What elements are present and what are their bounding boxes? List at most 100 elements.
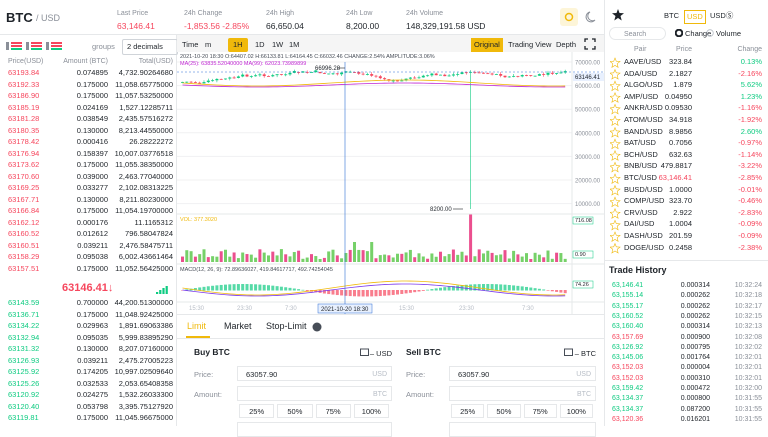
ask-cell: 2,476.58475711 <box>119 240 173 250</box>
volume-bar <box>374 258 378 262</box>
volume-bar <box>305 257 309 262</box>
price-input[interactable] <box>237 366 392 381</box>
macd-bar <box>494 284 498 291</box>
pair[interactable]: ANKR/USD <box>624 103 663 113</box>
percent-button[interactable] <box>523 404 557 418</box>
percent-button[interactable] <box>451 404 485 418</box>
pair[interactable]: ALGO/USD <box>624 80 663 90</box>
amount-input[interactable] <box>237 386 392 401</box>
pair[interactable]: DAI/USD <box>624 219 655 229</box>
pair[interactable]: ATOM/USD <box>624 115 663 124</box>
star <box>610 68 621 80</box>
pair-price: 1.0000 <box>669 184 692 194</box>
order-tab[interactable]: Limit <box>187 321 207 331</box>
interval-active[interactable]: 1H <box>228 38 248 52</box>
pair-change: -2.85% <box>738 173 762 182</box>
pair[interactable]: BNB/USD <box>624 161 658 171</box>
search-box[interactable] <box>609 27 666 40</box>
bid-cell: 2,475.27005223 <box>118 355 173 365</box>
pair[interactable]: BAT/USD <box>624 138 656 148</box>
wallet <box>564 348 573 356</box>
percent-button[interactable] <box>239 404 275 418</box>
candle-body <box>383 78 387 80</box>
ask-cell: 0.038549 <box>76 114 108 123</box>
ask-cell: 63186.90 <box>8 91 40 100</box>
pair-price: 201.59 <box>669 231 692 240</box>
candle-body <box>322 73 326 74</box>
pair[interactable]: DOGE/USD <box>624 242 665 252</box>
macd-bar <box>193 288 197 291</box>
interval[interactable]: 1W <box>272 40 284 49</box>
macd-bar <box>550 290 554 292</box>
amount-input[interactable] <box>449 386 596 401</box>
pair[interactable]: COMP/USD <box>624 196 665 206</box>
star <box>610 173 621 185</box>
candle-body <box>421 75 425 78</box>
icon-side <box>6 42 9 50</box>
candle-body <box>520 75 524 77</box>
macd-bar <box>185 289 189 291</box>
pair[interactable]: DASH/USD <box>624 231 663 240</box>
view-tab[interactable]: Depth <box>556 40 577 49</box>
candle-body <box>245 74 249 77</box>
order-tab[interactable]: Market <box>224 321 252 331</box>
quote-tab[interactable]: USD <box>684 10 706 24</box>
pair-change: -1.16% <box>738 103 762 113</box>
pair[interactable]: BCH/USD <box>624 149 658 159</box>
star <box>610 80 621 92</box>
pair-price: 1.879 <box>673 80 692 90</box>
macd-bar <box>254 284 258 291</box>
volume-bar <box>314 256 318 262</box>
percent-button[interactable] <box>487 404 521 418</box>
percent-label: 100% <box>566 407 586 416</box>
percent-button[interactable] <box>315 404 351 418</box>
candle-body <box>310 72 313 73</box>
time-label: Time <box>182 40 199 49</box>
pair[interactable]: BAND/USD <box>624 126 663 136</box>
candle-body <box>439 74 442 76</box>
price-input[interactable] <box>449 366 596 381</box>
percent-button[interactable] <box>277 404 313 418</box>
candle-body <box>408 77 412 79</box>
quote-tab[interactable]: BTC <box>664 11 679 20</box>
view-tab[interactable]: Trading View <box>508 40 552 49</box>
time-axis-label: 15:30 <box>189 306 205 312</box>
ask-cell: 0.175000 <box>76 79 108 89</box>
total-input[interactable] <box>237 422 392 437</box>
macd-bar <box>361 290 365 297</box>
pair[interactable]: ADA/USD <box>624 68 658 78</box>
pair[interactable]: BTC/USD <box>624 173 657 182</box>
trade-price: 63,155.14 <box>612 292 644 300</box>
sort-option[interactable]: Volume <box>716 29 742 38</box>
star <box>612 9 624 21</box>
signal-icon <box>156 286 168 294</box>
volume-bar <box>254 257 258 262</box>
trade-amount: 0.000004 <box>680 364 710 372</box>
macd-bar <box>503 284 507 291</box>
trade-time: 10:32:17 <box>734 302 762 310</box>
percent-button[interactable] <box>559 404 593 418</box>
decimals-select[interactable]: 2 decimals <box>122 39 178 55</box>
macd-bar <box>537 288 541 291</box>
ma-line <box>182 79 566 87</box>
section-divider <box>605 260 768 261</box>
pair[interactable]: AMP/USD <box>624 91 659 101</box>
interval[interactable]: 1D <box>255 40 265 49</box>
pair[interactable]: CRV/USD <box>624 207 658 217</box>
total-input[interactable] <box>449 422 596 437</box>
interval[interactable]: 1M <box>289 40 300 49</box>
sort-option[interactable]: Change <box>685 29 712 38</box>
stat-value: 63,146.41 <box>117 21 155 31</box>
view-tab[interactable]: Original <box>471 38 503 52</box>
groups-label: groups <box>92 42 115 51</box>
order-tab[interactable]: Stop-Limit <box>266 321 307 331</box>
percent-button[interactable] <box>353 404 389 418</box>
unit-select[interactable]: m <box>205 40 212 49</box>
market-column: Change <box>737 46 762 53</box>
quote-tab[interactable]: USDⓈ <box>710 11 734 20</box>
pair[interactable]: BUSD/USD <box>624 184 663 194</box>
pair[interactable]: AAVE/USD <box>624 57 662 66</box>
bid-cell: 63143.59 <box>8 298 40 307</box>
candle-body <box>267 76 270 77</box>
